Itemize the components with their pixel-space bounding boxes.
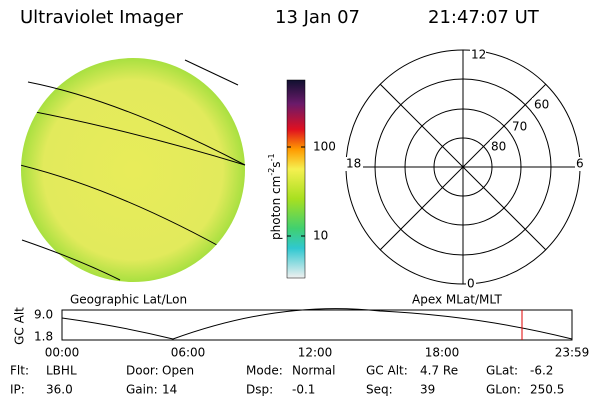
info-label: GLat: [486, 364, 518, 378]
info-label: Door: [126, 364, 159, 378]
info-value: Open [162, 364, 194, 378]
info-value: -6.2 [530, 364, 553, 378]
lat-line [27, 81, 246, 166]
info-label: Mode: [246, 364, 283, 378]
info-value: LBHL [46, 364, 77, 378]
y-tick-label: 1.8 [34, 330, 53, 344]
info-label: GC Alt: [366, 364, 408, 378]
grid-lines [21, 109, 245, 256]
info-value: -0.1 [292, 383, 315, 397]
x-tick-label: 23:59 [555, 346, 590, 360]
unit: s [269, 161, 283, 167]
title: Ultraviolet Imager [20, 7, 184, 28]
info-label: Seq: [366, 383, 393, 397]
panel-label: Geographic Lat/Lon [70, 293, 187, 307]
altitude-plot: Geographic Lat/Lon Apex MLat/MLT GC Alt … [13, 293, 590, 360]
x-tick-label: 12:00 [298, 346, 333, 360]
color-scale [286, 79, 306, 279]
info-panel: Flt: LBHL Door: Open Mode: Normal GC Alt: 4.7 R… [10, 364, 564, 397]
info-value: 4.7 Re [420, 364, 458, 378]
mlt-label: 6 [576, 157, 584, 171]
info-label: GLon: [486, 383, 521, 397]
header: Ultraviolet Imager 13 Jan 07 21:47:07 UT [20, 7, 540, 28]
panel-label: Apex MLat/MLT [412, 293, 502, 307]
lat-line [184, 59, 239, 86]
uv-image [21, 58, 246, 282]
exponent: -2 [267, 168, 276, 176]
mlt-label: 18 [346, 157, 361, 171]
info-label: Dsp: [246, 383, 273, 397]
tick-label: 10 [313, 229, 328, 243]
mlt-label: 0 [467, 277, 475, 291]
altitude-curve [61, 308, 573, 340]
info-label: IP: [10, 383, 25, 397]
colorbar-label: photon cm-2s-1 [267, 153, 283, 240]
mlat-label: 80 [491, 140, 506, 154]
info-value: 14 [162, 383, 177, 397]
mlat-label: 70 [512, 120, 527, 134]
x-tick-label: 18:00 [425, 346, 460, 360]
unit: photon cm [269, 176, 283, 240]
lat-line [21, 239, 121, 281]
axis-label: GC Alt [13, 307, 27, 345]
y-tick-label: 9.0 [34, 308, 53, 322]
info-value: Normal [292, 364, 335, 378]
info-value: 250.5 [530, 383, 564, 397]
x-tick-label: 06:00 [171, 346, 206, 360]
polar-grid [345, 49, 581, 285]
polar-labels: 12 18 6 0 60 70 80 [345, 47, 585, 291]
time: 21:47:07 UT [428, 7, 540, 28]
info-value: 39 [420, 383, 435, 397]
tick-label: 100 [313, 140, 336, 154]
info-label: Gain: [126, 383, 158, 397]
plot-frame [61, 309, 573, 341]
date: 13 Jan 07 [275, 7, 360, 28]
x-tick-label: 00:00 [45, 346, 80, 360]
colorbar: 100 10 photon cm-2s-1 [267, 79, 336, 279]
info-value: 36.0 [46, 383, 73, 397]
exponent: -1 [267, 153, 276, 161]
mlat-label: 60 [534, 98, 549, 112]
earth-disk [21, 58, 245, 282]
mlt-label: 12 [471, 48, 486, 62]
info-label: Flt: [10, 364, 29, 378]
